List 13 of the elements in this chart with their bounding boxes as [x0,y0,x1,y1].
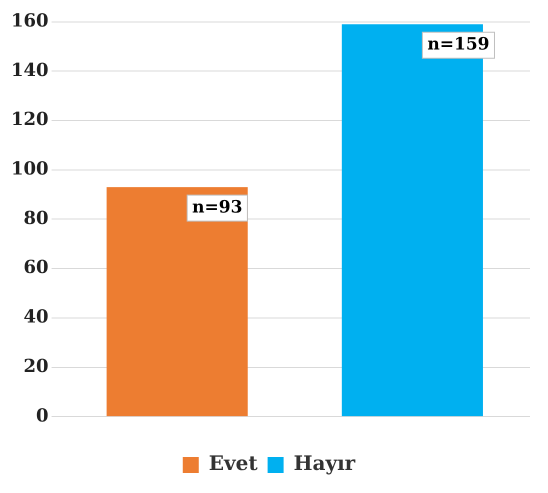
legend-label: Hayır [294,451,356,476]
y-tick-label: 120 [10,109,49,130]
y-tick-label: 20 [24,356,49,377]
y-tick-label: 160 [10,10,49,32]
y-tick-label: 80 [24,208,49,229]
y-tick-label: 40 [24,306,49,328]
y-tick-label: 100 [10,158,49,180]
data-label: n=159 [427,34,490,55]
y-tick-label: 60 [24,257,49,278]
legend-label: Evet [208,451,258,476]
data-label: n=93 [192,198,242,218]
y-tick-label: 140 [10,60,49,81]
y-tick-label: 0 [36,405,49,426]
